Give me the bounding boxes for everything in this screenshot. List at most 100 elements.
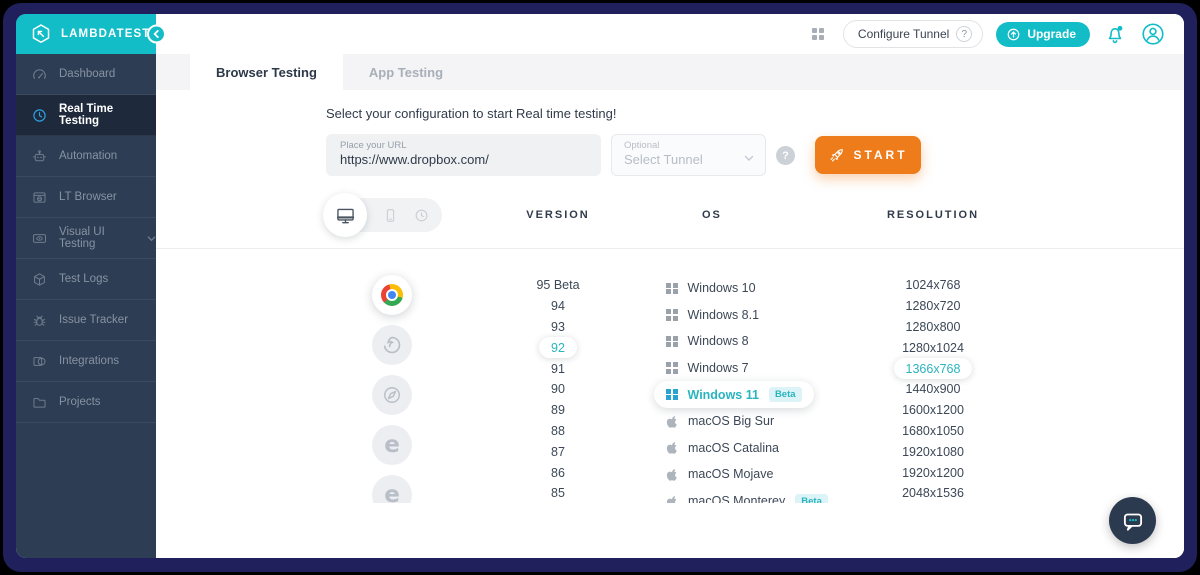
tab-browser-testing[interactable]: Browser Testing [190, 54, 343, 90]
tab-app-testing[interactable]: App Testing [368, 64, 444, 80]
tab-content: Select your configuration to start Real … [156, 90, 1184, 558]
sidebar-collapse-button[interactable] [147, 24, 166, 44]
sidebar-item-label: Integrations [59, 355, 120, 367]
os-option-label: macOS Mojave [688, 467, 774, 482]
configure-tunnel-button[interactable]: Configure Tunnel ? [842, 20, 984, 48]
version-option-selected[interactable]: 92 [539, 337, 577, 359]
version-option[interactable]: 94 [551, 299, 565, 314]
configuration-picker: e e 95 Beta 94 93 92 91 90 89 88 87 [326, 249, 1184, 503]
resolution-option-selected[interactable]: 1366x768 [893, 358, 973, 379]
os-option-selected[interactable]: Windows 11 Beta [654, 381, 814, 408]
firefox-browser-icon[interactable] [372, 325, 412, 365]
resolution-option[interactable]: 1440x900 [905, 382, 961, 397]
resolution-option[interactable]: 1600x1200 [902, 403, 964, 418]
version-option[interactable]: 93 [551, 319, 565, 334]
safari-browser-icon[interactable] [372, 375, 412, 415]
version-option[interactable]: 91 [551, 361, 565, 376]
resolution-option[interactable]: 2048x1536 [902, 486, 964, 501]
os-column-header: OS [702, 209, 722, 221]
mobile-icon[interactable] [382, 207, 399, 224]
resolution-option[interactable]: 1920x1200 [902, 465, 964, 480]
config-row: Place your URL https://www.dropbox.com/ … [326, 134, 1184, 176]
resolution-option[interactable]: 1280x1024 [902, 340, 964, 355]
chevron-down-icon [744, 153, 754, 163]
folder-icon [31, 394, 48, 411]
os-option-label: macOS Monterey [688, 494, 786, 503]
version-option[interactable]: 90 [551, 382, 565, 397]
logo-bar: LAMBDATEST [16, 14, 166, 54]
chat-bubble-icon [1120, 508, 1146, 534]
sidebar-item-lt-browser[interactable]: LT Browser [16, 177, 156, 218]
os-option-label: Windows 8.1 [687, 307, 760, 322]
rocket-icon [828, 147, 845, 164]
window-bezel: LAMBDATEST Dashboard Real Time Testing [3, 3, 1197, 572]
os-option[interactable]: macOS Catalina [666, 435, 848, 462]
desktop-icon[interactable] [323, 193, 367, 237]
integration-icon [31, 353, 48, 370]
tunnel-select-value: Select Tunnel [624, 152, 703, 167]
windows-logo-icon [666, 309, 678, 321]
notifications-bell-icon[interactable] [1103, 22, 1127, 46]
url-input[interactable]: Place your URL https://www.dropbox.com/ [326, 134, 601, 176]
browser-column: e e [326, 275, 458, 503]
version-option[interactable]: 85 [551, 486, 565, 501]
sidebar-item-dashboard[interactable]: Dashboard [16, 54, 156, 95]
sidebar-item-label: Real Time Testing [59, 103, 114, 127]
start-button[interactable]: START [815, 136, 921, 174]
main-area: Configure Tunnel ? Upgrade Browser Testi… [156, 14, 1184, 558]
history-icon[interactable] [413, 207, 430, 224]
os-option[interactable]: Windows 8.1 [666, 302, 848, 329]
internet-explorer-browser-icon[interactable]: e [372, 475, 412, 503]
version-option[interactable]: 88 [551, 423, 565, 438]
gauge-icon [31, 66, 48, 83]
sidebar-item-label: Visual UI Testing [59, 226, 105, 250]
sidebar-item-real-time-testing[interactable]: Real Time Testing [16, 95, 156, 136]
os-option-label: Windows 8 [687, 334, 749, 349]
configure-tunnel-label: Configure Tunnel [857, 27, 950, 41]
os-column: Windows 10 Windows 8.1 Windows 8 Windows… [654, 275, 848, 503]
os-option[interactable]: macOS Big Sur [666, 408, 848, 435]
sidebar-item-test-logs[interactable]: Test Logs [16, 259, 156, 300]
chrome-browser-icon[interactable] [372, 275, 412, 315]
version-option[interactable]: 95 Beta [536, 278, 580, 293]
os-option-label: macOS Catalina [688, 440, 780, 455]
upgrade-arrow-icon [1006, 27, 1021, 42]
sidebar-item-issue-tracker[interactable]: Issue Tracker [16, 300, 156, 341]
config-section: Select your configuration to start Real … [156, 90, 1184, 176]
version-option[interactable]: 87 [551, 444, 565, 459]
resolution-option[interactable]: 1280x800 [905, 319, 961, 334]
sidebar-item-automation[interactable]: Automation [16, 136, 156, 177]
user-avatar[interactable] [1140, 21, 1166, 47]
sidebar-item-integrations[interactable]: Integrations [16, 341, 156, 382]
edge-browser-icon[interactable]: e [372, 425, 412, 465]
browser-window-icon [31, 189, 48, 206]
apple-logo-icon [666, 415, 678, 428]
apps-grid-icon[interactable] [811, 28, 824, 40]
sidebar-item-label: Dashboard [59, 68, 116, 80]
os-option-label: Windows 7 [687, 361, 749, 376]
lambdatest-logo-icon [30, 23, 52, 45]
topbar: Configure Tunnel ? Upgrade [156, 14, 1184, 54]
upgrade-button[interactable]: Upgrade [996, 21, 1090, 47]
bug-icon [31, 312, 48, 329]
config-heading: Select your configuration to start Real … [326, 106, 617, 121]
resolution-option[interactable]: 1920x1080 [902, 444, 964, 459]
tunnel-help-icon[interactable]: ? [776, 146, 795, 165]
os-option[interactable]: macOS Monterey Beta [666, 488, 848, 503]
os-option[interactable]: macOS Mojave [666, 461, 848, 488]
tunnel-help-icon[interactable]: ? [956, 26, 973, 42]
sidebar-item-projects[interactable]: Projects [16, 382, 156, 423]
windows-logo-icon [666, 282, 678, 295]
resolution-option[interactable]: 1680x1050 [902, 423, 964, 438]
chat-widget-button[interactable] [1109, 497, 1156, 544]
os-option[interactable]: Windows 8 [666, 328, 848, 355]
os-option[interactable]: Windows 10 [666, 275, 848, 302]
sidebar-item-visual-ui-testing[interactable]: Visual UI Testing [16, 218, 156, 259]
resolution-option[interactable]: 1024x768 [905, 278, 961, 293]
tunnel-select[interactable]: Optional Select Tunnel [611, 134, 766, 176]
version-option[interactable]: 89 [551, 403, 565, 418]
resolution-option[interactable]: 1280x720 [905, 299, 961, 314]
os-option[interactable]: Windows 7 [666, 355, 848, 382]
version-option[interactable]: 86 [551, 465, 565, 480]
